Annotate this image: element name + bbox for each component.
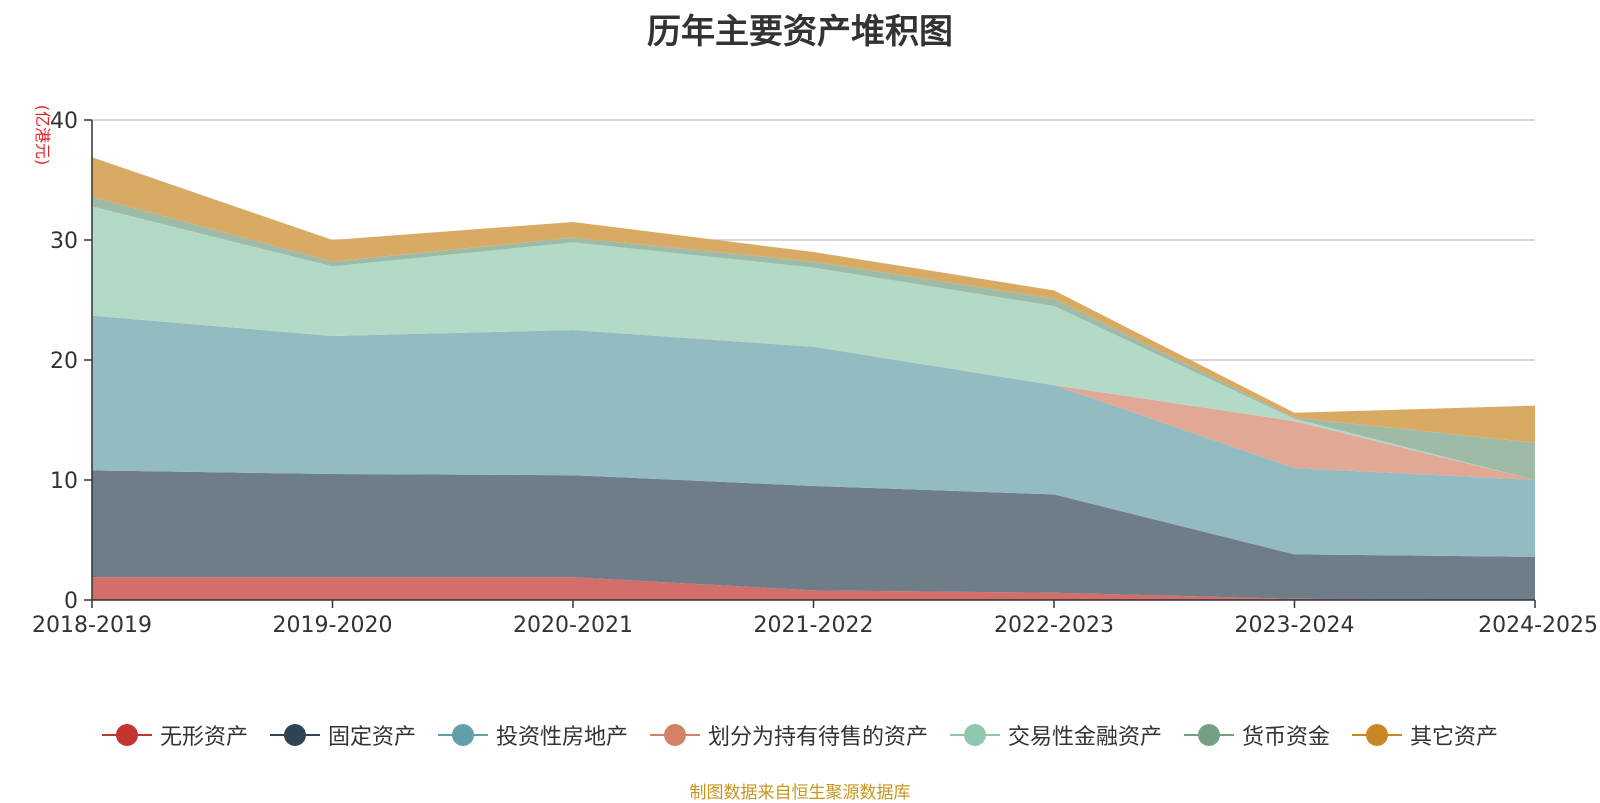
legend-label: 交易性金融资产	[1008, 725, 1163, 750]
legend-marker-icon	[437, 723, 488, 747]
legend-item[interactable]: 无形资产	[101, 719, 248, 751]
legend-item[interactable]: 货币资金	[1184, 719, 1330, 751]
legend-item[interactable]: 交易性金融资产	[950, 719, 1162, 751]
x-tick-label: 2020-2021	[513, 613, 633, 638]
legend: 无形资产 固定资产 投资性房地产 划分为持有待售的资产 交易性金融资产 货币资金 其它资产	[0, 715, 1600, 755]
legend-label: 固定资产	[327, 725, 416, 750]
area-series-无形资产	[92, 577, 1535, 600]
y-tick-label: 20	[50, 349, 78, 374]
x-tick-label: 2023-2024	[1235, 613, 1355, 638]
area-series-交易性金融资产	[92, 206, 1535, 480]
legend-item[interactable]: 固定资产	[269, 719, 416, 751]
legend-marker-icon	[269, 723, 320, 747]
area-series-固定资产	[92, 470, 1535, 600]
x-tick-label: 2018-2019	[32, 613, 152, 638]
stacked-areas	[92, 157, 1535, 600]
legend-item[interactable]: 划分为持有待售的资产	[649, 719, 928, 751]
y-axis-ticks: 0 10 20 30 40	[50, 109, 92, 614]
legend-item[interactable]: 投资性房地产	[437, 719, 628, 751]
y-tick-label: 0	[64, 589, 78, 614]
legend-label: 划分为持有待售的资产	[707, 725, 928, 750]
legend-marker-icon	[1352, 723, 1403, 747]
legend-label: 其它资产	[1410, 725, 1499, 750]
source-note: 制图数据来自恒生聚源数据库	[689, 783, 911, 803]
x-tick-label: 2019-2020	[273, 613, 393, 638]
x-tick-label: 2022-2023	[994, 613, 1114, 638]
y-tick-label: 40	[50, 109, 78, 134]
legend-item[interactable]: 其它资产	[1352, 719, 1498, 751]
chart-title: 历年主要资产堆积图	[647, 12, 953, 52]
area-series-投资性房地产	[92, 315, 1535, 557]
legend-label: 货币资金	[1242, 725, 1331, 750]
legend-label: 无形资产	[159, 725, 248, 750]
x-tick-label: 2024-2025	[1478, 613, 1598, 638]
y-tick-label: 30	[50, 229, 78, 254]
legend-marker-icon	[649, 723, 700, 747]
area-series-其它资产	[92, 157, 1535, 443]
x-axis-ticks: 2018-2019 2019-2020 2020-2021 2021-2022 2022…	[32, 600, 1598, 638]
legend-label: 投资性房地产	[495, 725, 628, 750]
legend-marker-icon	[1184, 723, 1235, 747]
legend-marker-icon	[101, 723, 152, 747]
y-axis-label: (亿港元)	[33, 105, 52, 166]
x-tick-label: 2021-2022	[754, 613, 874, 638]
legend-marker-icon	[950, 723, 1000, 747]
area-series-划分为持有待售的资产	[92, 315, 1535, 480]
y-tick-label: 10	[50, 469, 78, 494]
